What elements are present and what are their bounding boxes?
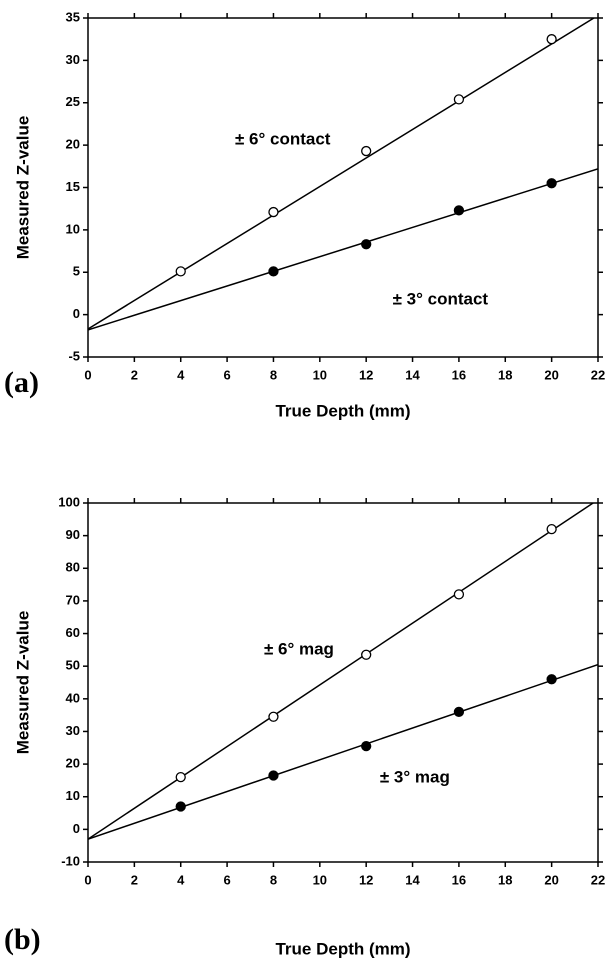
y-tick-label: 35 (66, 9, 80, 24)
plot-frame (87, 502, 599, 863)
panel-label: (a) (4, 366, 39, 399)
data-point (268, 266, 279, 277)
data-point (361, 740, 372, 752)
y-axis-title: Measured Z-value (13, 116, 32, 260)
y-tick-label: 15 (66, 179, 80, 194)
data-point (546, 674, 557, 685)
y-axis-title: Measured Z-value (13, 611, 32, 755)
panel-label: (b) (4, 923, 41, 956)
x-tick-label: 4 (177, 367, 185, 382)
data-point (268, 770, 279, 781)
data-point (453, 706, 465, 718)
data-point (453, 205, 465, 216)
y-tick-label: 100 (58, 494, 80, 509)
x-tick-label: 18 (498, 872, 512, 887)
x-tick-label: 2 (131, 367, 138, 382)
y-tick-label: 0 (73, 821, 80, 836)
x-tick-label: 10 (313, 872, 327, 887)
fit-line (88, 503, 595, 840)
series-label: ± 6° contact (235, 130, 331, 149)
series-label: ± 3° mag (380, 768, 450, 787)
y-tick-label: 30 (66, 723, 80, 738)
x-tick-label: 6 (223, 872, 230, 887)
data-point (361, 649, 372, 660)
data-point (175, 801, 186, 812)
x-tick-label: 18 (498, 367, 512, 382)
y-tick-label: 10 (66, 788, 80, 803)
x-tick-label: 8 (270, 872, 277, 887)
y-tick-label: 5 (73, 264, 80, 279)
x-tick-label: 22 (591, 367, 605, 382)
x-tick-label: 20 (544, 872, 558, 887)
x-tick-label: 14 (405, 367, 420, 382)
x-tick-label: 12 (359, 872, 373, 887)
x-tick-label: 16 (452, 367, 466, 382)
y-tick-label: 10 (66, 221, 80, 236)
y-tick-label: 90 (66, 527, 80, 542)
x-tick-label: 12 (359, 367, 373, 382)
data-point (546, 178, 557, 189)
y-tick-label: 0 (73, 306, 80, 321)
data-point (361, 145, 372, 157)
fit-line (88, 663, 598, 840)
x-tick-label: 16 (452, 872, 466, 887)
y-tick-label: 50 (66, 658, 80, 673)
fit-line (88, 168, 598, 331)
data-point (175, 771, 186, 783)
y-tick-label: 80 (66, 560, 80, 575)
data-point (546, 523, 557, 535)
y-tick-label: 25 (66, 94, 80, 109)
data-point (175, 266, 186, 277)
x-tick-label: 2 (131, 872, 138, 887)
data-point (268, 711, 279, 722)
x-axis-title: True Depth (mm) (275, 401, 410, 420)
y-tick-label: 60 (66, 625, 80, 640)
data-point (268, 206, 279, 218)
x-tick-label: 10 (313, 367, 327, 382)
y-tick-label: -10 (61, 853, 80, 868)
series-label: ± 3° contact (393, 290, 489, 309)
x-tick-label: 0 (84, 872, 91, 887)
x-tick-label: 0 (84, 367, 91, 382)
x-tick-label: 20 (544, 367, 558, 382)
y-tick-label: 70 (66, 592, 80, 607)
y-tick-label: 20 (66, 756, 80, 771)
series-label: ± 6° mag (264, 639, 334, 658)
x-tick-label: 4 (177, 872, 185, 887)
data-point (453, 94, 465, 105)
y-tick-label: 30 (66, 52, 80, 67)
data-point (361, 239, 372, 250)
data-point (453, 589, 465, 600)
x-tick-label: 8 (270, 367, 277, 382)
x-axis-title: True Depth (mm) (275, 939, 410, 958)
y-tick-label: 20 (66, 137, 80, 152)
fit-line (88, 18, 596, 330)
x-tick-label: 14 (405, 872, 420, 887)
y-tick-label: -5 (68, 348, 80, 363)
x-tick-label: 6 (223, 367, 230, 382)
y-tick-label: 40 (66, 690, 80, 705)
data-point (546, 34, 557, 45)
x-tick-label: 22 (591, 872, 605, 887)
